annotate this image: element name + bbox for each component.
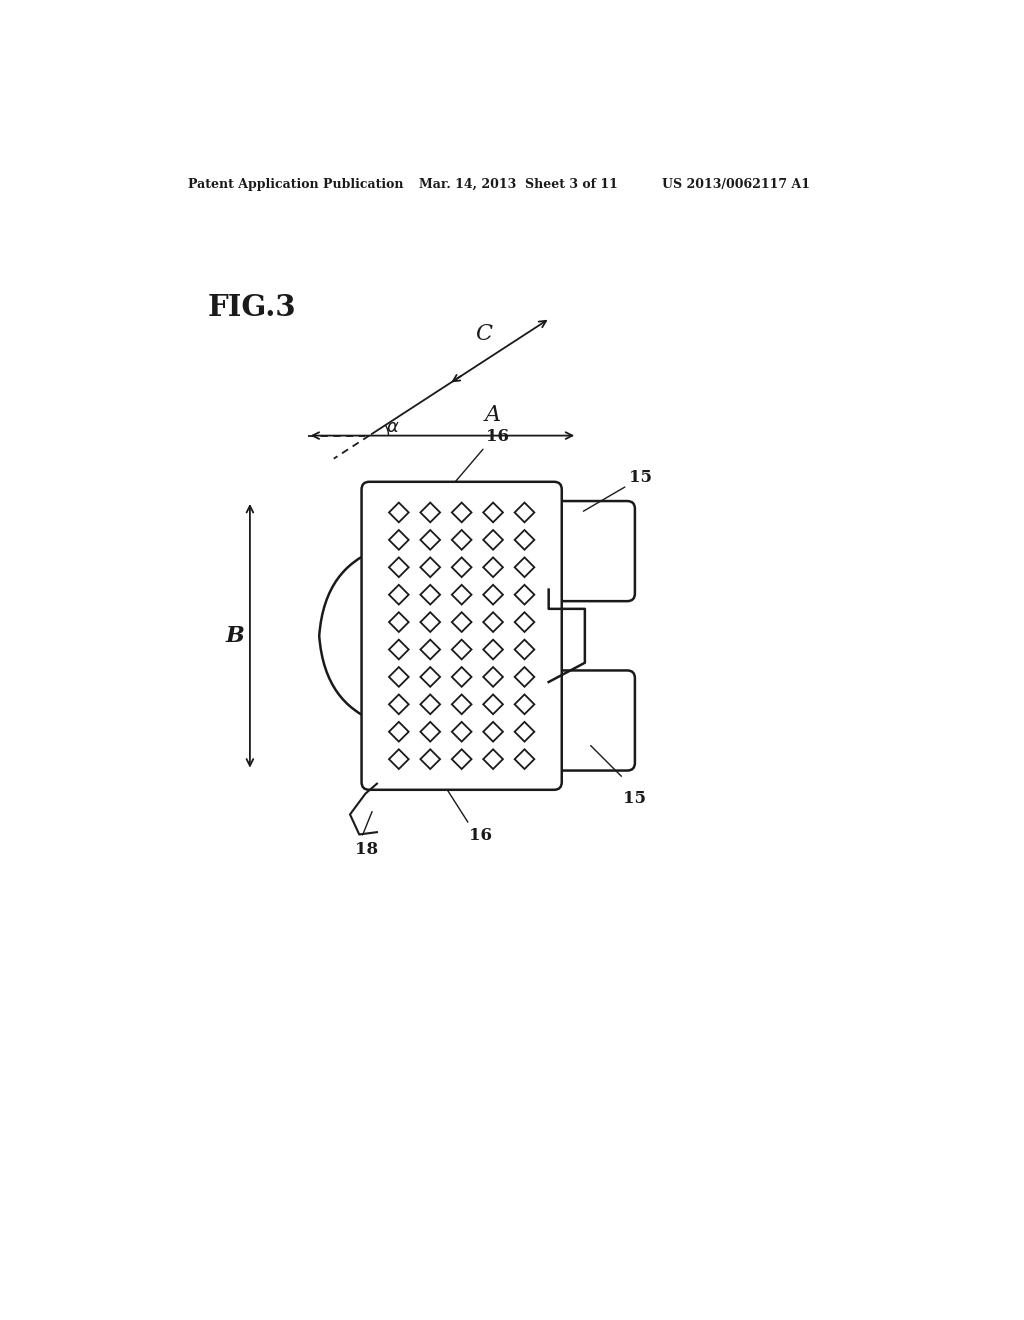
Text: Mar. 14, 2013  Sheet 3 of 11: Mar. 14, 2013 Sheet 3 of 11 — [419, 178, 618, 190]
Polygon shape — [515, 640, 535, 660]
FancyBboxPatch shape — [361, 482, 562, 789]
Text: B: B — [225, 624, 244, 647]
Polygon shape — [483, 750, 503, 770]
Text: 18: 18 — [355, 841, 379, 858]
Polygon shape — [452, 557, 471, 577]
Polygon shape — [421, 722, 440, 742]
Polygon shape — [421, 750, 440, 770]
Text: $\alpha$: $\alpha$ — [386, 417, 399, 436]
Text: US 2013/0062117 A1: US 2013/0062117 A1 — [662, 178, 810, 190]
Polygon shape — [421, 531, 440, 549]
Polygon shape — [421, 640, 440, 660]
Polygon shape — [452, 531, 471, 549]
Polygon shape — [389, 557, 409, 577]
FancyBboxPatch shape — [547, 502, 635, 601]
Polygon shape — [483, 503, 503, 523]
Polygon shape — [483, 531, 503, 549]
Polygon shape — [421, 667, 440, 686]
Polygon shape — [452, 722, 471, 742]
Polygon shape — [389, 667, 409, 686]
Polygon shape — [515, 694, 535, 714]
Polygon shape — [389, 694, 409, 714]
Polygon shape — [452, 585, 471, 605]
Polygon shape — [421, 503, 440, 523]
Polygon shape — [515, 750, 535, 770]
Polygon shape — [452, 694, 471, 714]
Polygon shape — [452, 667, 471, 686]
Polygon shape — [452, 612, 471, 632]
Polygon shape — [452, 750, 471, 770]
FancyBboxPatch shape — [547, 671, 635, 771]
Polygon shape — [483, 640, 503, 660]
Polygon shape — [389, 503, 409, 523]
Polygon shape — [389, 640, 409, 660]
Polygon shape — [515, 557, 535, 577]
Polygon shape — [515, 722, 535, 742]
Polygon shape — [421, 585, 440, 605]
Text: 16: 16 — [469, 826, 493, 843]
Text: 16: 16 — [486, 428, 509, 445]
Text: C: C — [475, 323, 493, 346]
Text: 15: 15 — [624, 789, 646, 807]
Polygon shape — [452, 640, 471, 660]
Text: 15: 15 — [629, 469, 651, 486]
Polygon shape — [483, 585, 503, 605]
Polygon shape — [515, 585, 535, 605]
Polygon shape — [483, 557, 503, 577]
Polygon shape — [483, 722, 503, 742]
Polygon shape — [483, 667, 503, 686]
Polygon shape — [483, 612, 503, 632]
Polygon shape — [389, 531, 409, 549]
Text: Patent Application Publication: Patent Application Publication — [188, 178, 403, 190]
Polygon shape — [389, 750, 409, 770]
Polygon shape — [515, 612, 535, 632]
Polygon shape — [389, 585, 409, 605]
Polygon shape — [452, 503, 471, 523]
Polygon shape — [515, 531, 535, 549]
Polygon shape — [421, 612, 440, 632]
Polygon shape — [515, 503, 535, 523]
Polygon shape — [389, 612, 409, 632]
Polygon shape — [421, 694, 440, 714]
Polygon shape — [515, 667, 535, 686]
Text: A: A — [484, 404, 501, 426]
Polygon shape — [421, 557, 440, 577]
Text: FIG.3: FIG.3 — [208, 293, 296, 322]
Polygon shape — [483, 694, 503, 714]
Polygon shape — [389, 722, 409, 742]
